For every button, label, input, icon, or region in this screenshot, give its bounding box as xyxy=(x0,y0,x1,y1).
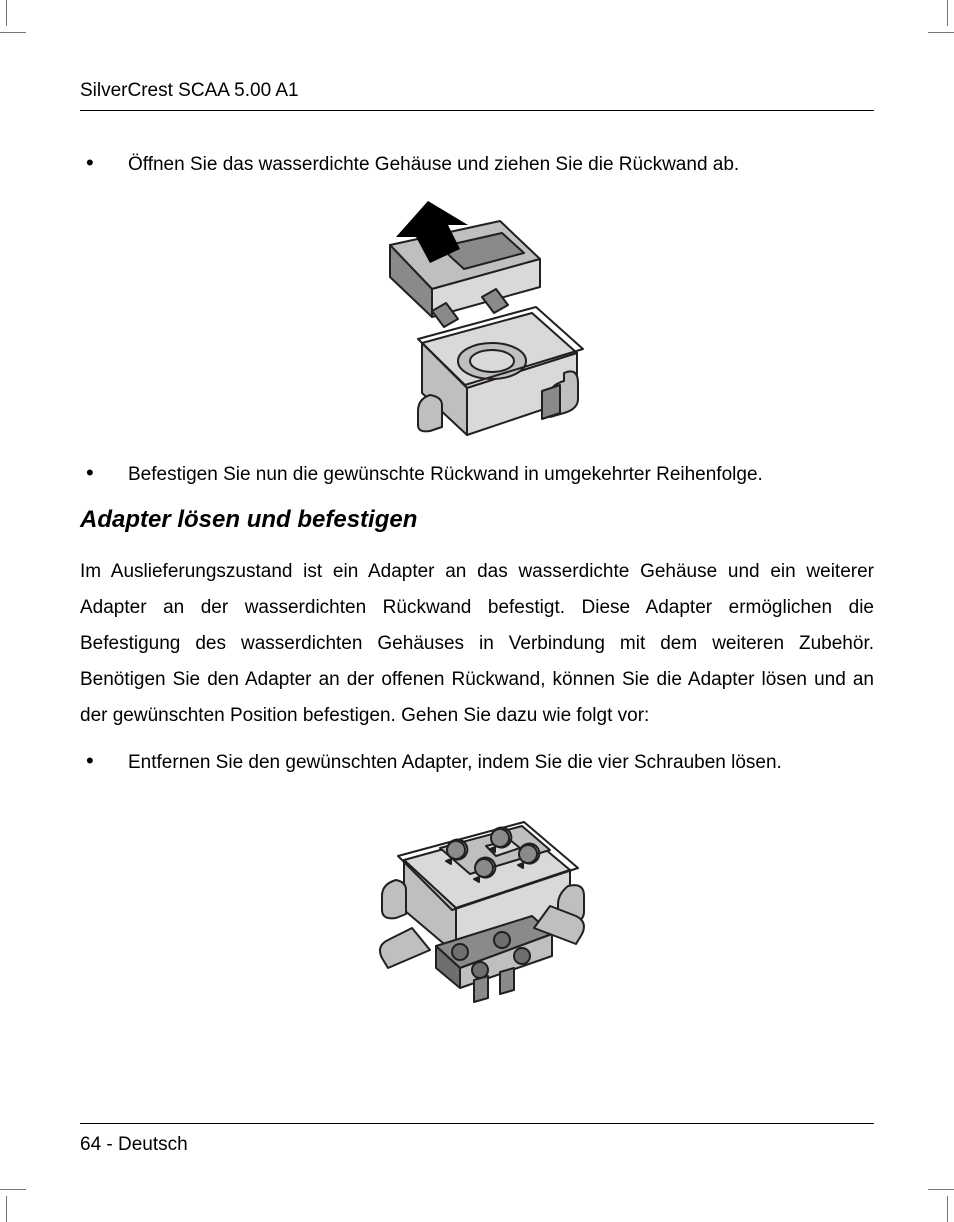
bullet-marker: • xyxy=(80,749,128,773)
section-heading: Adapter lösen und befestigen xyxy=(80,506,874,534)
bullet-item: • Öffnen Sie das wasserdichte Gehäuse un… xyxy=(80,151,874,179)
body-paragraph: Im Auslieferungszustand ist ein Adapter … xyxy=(80,554,874,734)
page-number: 64 - Deutsch xyxy=(80,1134,188,1155)
page-footer: 64 - Deutsch xyxy=(80,1123,874,1156)
running-header: SilverCrest SCAA 5.00 A1 xyxy=(80,80,874,111)
bullet-marker: • xyxy=(80,151,128,175)
bullet-text: Öffnen Sie das wasserdichte Gehäuse und … xyxy=(128,151,874,179)
illustration-open-case-icon xyxy=(332,193,622,443)
bullet-item: • Entfernen Sie den gewünschten Adapter,… xyxy=(80,749,874,777)
bullet-text: Entfernen Sie den gewünschten Adapter, i… xyxy=(128,749,874,777)
illustration-unscrew-adapter-icon xyxy=(352,790,602,1020)
bullet-text: Befestigen Sie nun die gewünschte Rückwa… xyxy=(128,461,874,489)
figure-open-case xyxy=(80,193,874,443)
bullet-marker: • xyxy=(80,461,128,485)
figure-unscrew-adapter xyxy=(80,790,874,1020)
page-content: SilverCrest SCAA 5.00 A1 • Öffnen Sie da… xyxy=(80,80,874,1038)
bullet-item: • Befestigen Sie nun die gewünschte Rück… xyxy=(80,461,874,489)
